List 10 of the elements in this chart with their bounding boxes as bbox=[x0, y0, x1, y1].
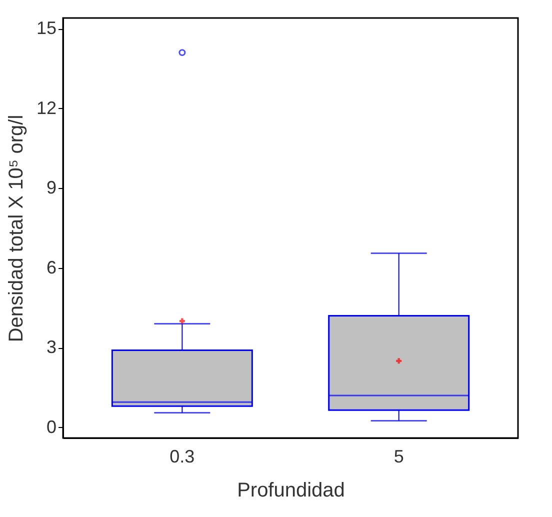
y-tick-label: 3 bbox=[46, 337, 56, 358]
x-tick-label: 5 bbox=[394, 446, 404, 466]
x-tick-label: 0.3 bbox=[170, 446, 195, 466]
y-tick-label: 12 bbox=[36, 98, 56, 118]
y-axis-title: Densidad total X 10⁵ org/l bbox=[5, 114, 28, 342]
y-tick-label: 15 bbox=[36, 18, 56, 38]
x-axis-title: Profundidad bbox=[237, 480, 345, 502]
y-tick-label: 6 bbox=[46, 257, 56, 278]
y-tick-label: 0 bbox=[46, 416, 56, 437]
y-tick-label: 9 bbox=[46, 178, 56, 198]
